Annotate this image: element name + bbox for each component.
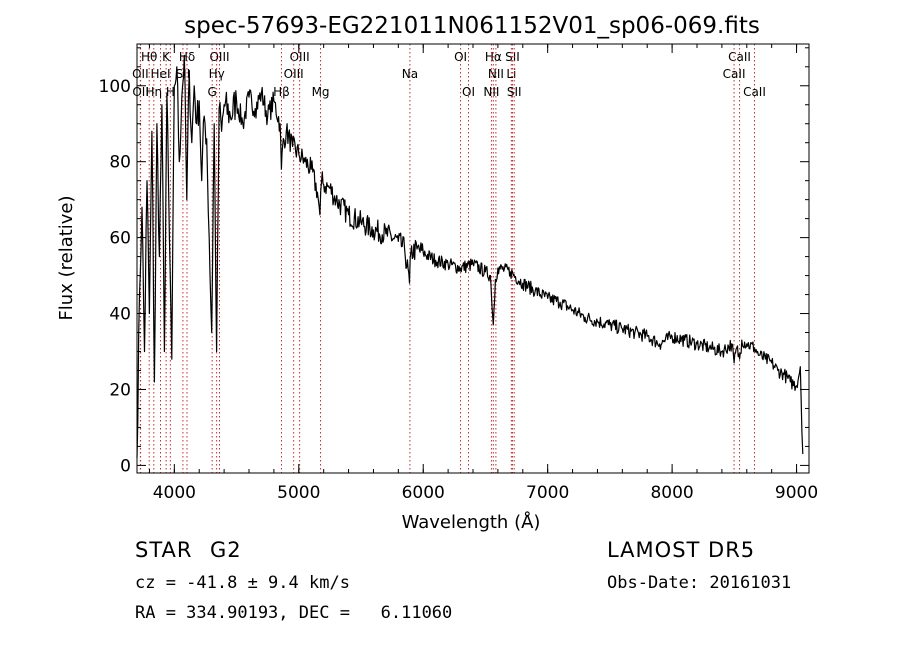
line-label-oi: OI — [454, 50, 467, 64]
line-label-li: Li — [506, 67, 516, 81]
line-label-g: G — [208, 85, 217, 99]
y-tick-label: 100 — [99, 77, 131, 97]
line-label-mg: Mg — [312, 85, 330, 99]
line-label-caii: CaII — [723, 67, 746, 81]
ra-dec-coordinates: RA = 334.90193, DEC = 6.11060 — [135, 603, 453, 623]
object-class: STAR — [135, 538, 193, 562]
x-tick-label: 6000 — [402, 483, 445, 503]
line-label-hδ: Hδ — [179, 50, 195, 64]
x-tick-label: 8000 — [650, 483, 693, 503]
y-tick-label: 80 — [109, 153, 131, 173]
line-label-oiii: OIII — [284, 67, 304, 81]
line-label-caii: CaII — [743, 85, 766, 99]
line-label-nii: NII — [483, 85, 499, 99]
line-label-caii: CaII — [728, 50, 751, 64]
line-label-h: H — [166, 85, 175, 99]
x-tick-label: 7000 — [526, 483, 569, 503]
chart-title: spec-57693-EG221011N061152V01_sp06-069.f… — [184, 13, 760, 39]
y-axis: 0 20 40 60 80 100 — [99, 47, 809, 476]
object-subclass: G2 — [210, 538, 242, 562]
line-label-sii: SII — [505, 50, 520, 64]
flux-line — [136, 54, 804, 458]
line-label-hη: Hη — [145, 85, 162, 99]
line-label-sii: SII — [176, 67, 191, 81]
y-tick-label: 20 — [109, 380, 131, 400]
line-label-na: Na — [402, 67, 418, 81]
y-axis-label: Flux (relative) — [56, 195, 77, 320]
line-label-oii: OII — [132, 67, 149, 81]
line-label-hei: HeI — [151, 67, 171, 81]
line-label-sii: SII — [507, 85, 522, 99]
line-label-nii: NII — [488, 67, 504, 81]
line-label-hγ: Hγ — [209, 67, 225, 81]
line-label-oiii: OIII — [290, 50, 310, 64]
line-label-hα: Hα — [485, 50, 502, 64]
x-axis-label: Wavelength (Å) — [402, 511, 541, 533]
x-tick-label: 9000 — [775, 483, 818, 503]
line-label-oii: OII — [132, 85, 149, 99]
x-axis: 4000 5000 6000 7000 8000 9000 — [148, 44, 818, 503]
line-label-k: K — [162, 50, 171, 64]
line-label-hβ: Hβ — [273, 85, 290, 99]
flux-series — [136, 54, 804, 458]
x-tick-label: 5000 — [277, 483, 320, 503]
y-tick-label: 0 — [120, 456, 131, 476]
x-tick-label: 4000 — [153, 483, 196, 503]
redshift-velocity: cz = -41.8 ± 9.4 km/s — [135, 573, 350, 593]
line-label-oi: OI — [462, 85, 475, 99]
y-tick-label: 60 — [109, 229, 131, 249]
line-label-hθ: Hθ — [141, 50, 157, 64]
line-label-oiii: OIII — [209, 50, 229, 64]
observation-date: Obs-Date: 20161031 — [607, 573, 792, 593]
survey-name: LAMOST DR5 — [607, 538, 756, 562]
y-tick-label: 40 — [109, 305, 131, 325]
